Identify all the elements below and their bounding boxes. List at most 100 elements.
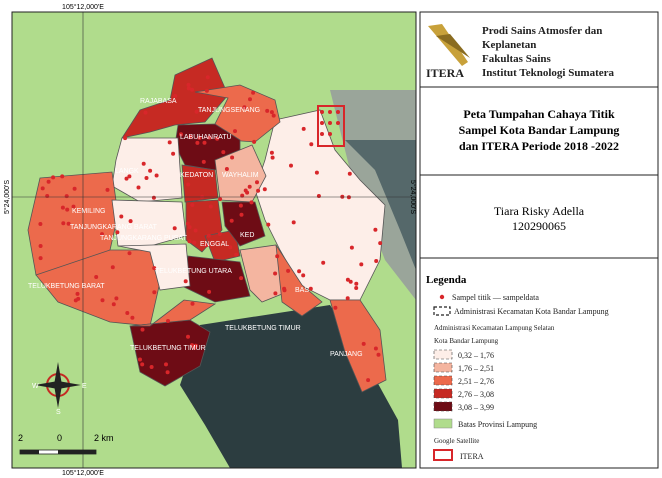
- sample-point: [152, 266, 157, 271]
- sample-point: [60, 205, 65, 210]
- sample-point: [66, 221, 71, 226]
- sample-point: [64, 194, 69, 199]
- sample-point: [188, 134, 193, 139]
- sample-point: [186, 334, 190, 339]
- sample-point: [204, 243, 209, 248]
- sample-point: [186, 86, 191, 91]
- institution: Keplanetan: [482, 39, 536, 51]
- legend-item: 2,76 – 3,08: [458, 390, 494, 399]
- sample-point: [204, 88, 209, 93]
- sample-point: [190, 203, 195, 207]
- map: 105°12,000'E 105°12,000'E 5°24,000'S 5°2…: [3, 3, 417, 477]
- sample-point: [40, 186, 45, 191]
- sample-point: [171, 151, 176, 156]
- sample-point: [328, 132, 332, 136]
- sample-point: [314, 170, 319, 175]
- sample-point: [242, 105, 247, 110]
- sample-point: [193, 228, 198, 233]
- sample-point: [197, 135, 202, 140]
- sample-point: [234, 252, 239, 257]
- district-label: TELUKBETUNG BARAT: [28, 283, 105, 290]
- sample-point: [46, 179, 51, 184]
- legend-title: Legenda: [426, 274, 467, 286]
- sample-point: [167, 140, 172, 145]
- sample-point: [336, 121, 340, 125]
- sample-point: [316, 194, 321, 198]
- institution: Prodi Sains Atmosfer dan: [482, 25, 602, 37]
- district-label: KEDATON: [180, 172, 213, 179]
- sample-point: [286, 268, 291, 273]
- scale-label: 0: [57, 433, 62, 443]
- sample-point: [247, 184, 252, 189]
- sample-point: [183, 279, 188, 284]
- sample-point: [127, 251, 132, 256]
- district: [121, 57, 229, 139]
- sample-point: [359, 262, 364, 267]
- sample-point: [255, 180, 259, 185]
- sample-point: [124, 176, 129, 181]
- sample-point: [333, 305, 338, 310]
- sample-point: [38, 244, 43, 248]
- district: [329, 299, 387, 393]
- sample-point: [221, 150, 226, 155]
- sample-point: [291, 220, 296, 225]
- sample-point: [251, 90, 256, 95]
- map-title: Sampel Kota Bandar Lampung: [459, 123, 620, 137]
- sample-point: [328, 121, 332, 125]
- sample-point: [282, 286, 287, 291]
- scale-label: 2: [18, 433, 23, 443]
- sample-point: [240, 193, 245, 198]
- sample-point: [273, 271, 278, 276]
- sample-point: [172, 226, 177, 231]
- sample-point: [366, 378, 371, 383]
- sample-point: [166, 319, 170, 323]
- legend-item: 0,32 – 1,76: [458, 351, 494, 360]
- legend-dot: [439, 294, 445, 300]
- sample-point: [100, 232, 104, 237]
- sample-point: [105, 187, 110, 192]
- district-label: BAS: [295, 287, 309, 294]
- sample-point: [217, 232, 222, 236]
- sample-point: [76, 296, 81, 301]
- logo-mark: [428, 24, 468, 66]
- sample-point: [194, 109, 199, 114]
- compass-label: S: [56, 409, 61, 416]
- sample-point: [65, 207, 70, 212]
- institution: Institut Teknologi Sumatera: [482, 67, 615, 79]
- legend-swatch: [433, 401, 453, 412]
- legend-swatch: [433, 449, 453, 461]
- sample-point: [229, 218, 234, 223]
- sample-point: [148, 168, 153, 173]
- district-label: WAYHALIM: [222, 172, 259, 179]
- district-label: PANJANG: [330, 351, 363, 358]
- sample-point: [349, 245, 354, 250]
- district: [221, 201, 266, 247]
- district: [111, 199, 187, 247]
- sample-point: [336, 110, 340, 114]
- district-label: TANJUNGKARANG PUSAT: [100, 235, 188, 242]
- sample-point: [320, 132, 324, 136]
- district-label: TELUKBETUNG TIMUR: [225, 325, 301, 332]
- sample-point: [185, 221, 190, 226]
- sample-point: [205, 75, 210, 80]
- sample-point: [195, 140, 200, 145]
- legend-swatch: [433, 306, 451, 316]
- legend-swatch: [433, 388, 453, 399]
- institution: Fakultas Sains: [482, 53, 551, 65]
- sample-point: [149, 365, 154, 369]
- sample-point: [230, 155, 235, 160]
- scale-bar: 2 0 2 km: [18, 433, 114, 455]
- sample-point: [119, 214, 124, 219]
- sample-point: [373, 346, 378, 351]
- map-frame: [11, 11, 417, 469]
- legend-item: Kota Bandar Lampung: [434, 337, 499, 345]
- sample-point: [186, 82, 191, 87]
- sample-point: [130, 315, 135, 320]
- district: [181, 164, 219, 203]
- district-label: LABUHANRATU: [180, 134, 232, 141]
- logo-text: ITERA: [426, 66, 464, 80]
- sample-point: [201, 159, 206, 164]
- district: [204, 229, 241, 263]
- sample-point: [309, 142, 314, 147]
